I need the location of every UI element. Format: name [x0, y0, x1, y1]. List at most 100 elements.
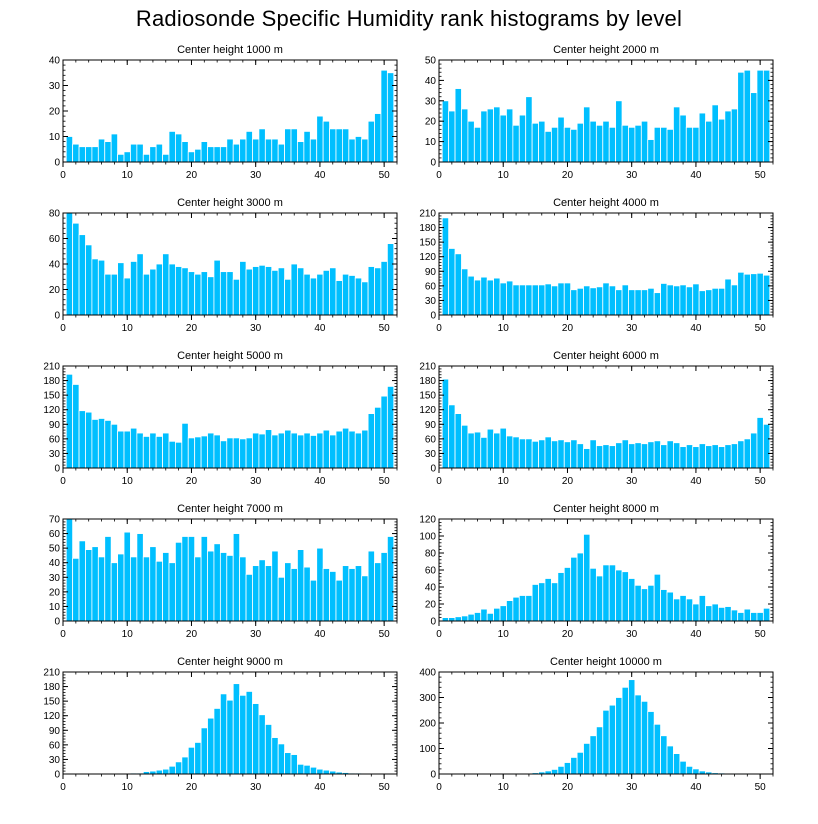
bar	[499, 282, 507, 316]
bar	[493, 607, 501, 622]
bar	[551, 285, 559, 316]
y-tick-label: 20	[49, 285, 61, 296]
bar	[467, 275, 475, 316]
bar	[750, 612, 758, 622]
bar	[647, 441, 655, 469]
bar	[737, 612, 745, 622]
y-tick-label: 60	[49, 529, 61, 540]
bar	[149, 146, 157, 163]
bar	[461, 615, 469, 622]
bar	[730, 443, 739, 469]
bar	[583, 448, 591, 469]
bar	[634, 442, 642, 469]
bar	[531, 284, 539, 316]
bar	[756, 272, 764, 316]
bar	[252, 266, 260, 316]
bar	[602, 282, 610, 316]
panel-8000m: Center height 8000 m 0 20 40 60 80 100 120 0 10 2…	[419, 503, 774, 653]
panel-3000m: Center height 3000 m 0 20 40 60 80 0 10 20 30 40 5…	[49, 197, 398, 347]
bar	[486, 428, 494, 469]
bar	[232, 278, 241, 316]
bar	[187, 437, 196, 469]
bar	[297, 141, 305, 163]
bar	[271, 550, 279, 622]
bars	[506, 679, 771, 775]
figure-title: Radiosonde Specific Humidity rank histog…	[135, 6, 683, 31]
bar	[730, 284, 739, 316]
bar	[448, 617, 456, 622]
bar	[557, 116, 565, 163]
x-tick-label: 20	[562, 170, 574, 181]
bar	[258, 128, 266, 163]
panel-title: Center height 6000 m	[553, 350, 659, 362]
bar	[557, 572, 565, 622]
bar	[117, 153, 125, 163]
bar	[168, 131, 176, 163]
x-tick-label: 0	[436, 782, 442, 793]
bar	[207, 550, 215, 622]
bar	[538, 439, 546, 469]
bar	[486, 279, 494, 316]
bar	[297, 763, 305, 775]
bar	[486, 612, 494, 622]
bar	[219, 440, 228, 469]
bar	[762, 69, 771, 163]
bar	[692, 446, 700, 469]
bar	[354, 136, 363, 163]
bar	[200, 727, 208, 775]
x-tick-label: 0	[60, 170, 66, 181]
bar	[531, 440, 539, 469]
bar	[640, 443, 649, 469]
bar	[673, 753, 681, 775]
bar	[309, 766, 318, 775]
bar	[441, 100, 450, 163]
x-tick-label: 30	[626, 476, 638, 487]
bar	[473, 279, 482, 316]
bar	[226, 555, 234, 622]
bar	[628, 578, 636, 622]
x-tick-label: 10	[498, 323, 510, 334]
x-tick-label: 0	[436, 629, 442, 640]
bar	[175, 761, 183, 775]
bar	[717, 118, 726, 163]
bar	[290, 754, 298, 775]
bar	[123, 430, 131, 469]
bar	[595, 124, 604, 163]
y-tick-label: 0	[54, 770, 60, 781]
bar	[621, 284, 629, 316]
x-tick-label: 10	[498, 782, 510, 793]
bar	[72, 143, 80, 163]
bar	[737, 440, 745, 469]
bar	[762, 607, 771, 622]
y-tick-label: 0	[430, 311, 436, 322]
bar	[117, 262, 125, 316]
bar	[181, 756, 189, 775]
bar	[130, 427, 138, 469]
bar	[615, 442, 623, 469]
y-tick-label: 90	[49, 420, 61, 431]
bar	[329, 128, 337, 163]
bar	[544, 283, 552, 316]
bar	[155, 436, 163, 469]
bar	[653, 723, 661, 775]
y-tick-label: 120	[43, 405, 60, 416]
bar	[756, 417, 764, 469]
bar	[711, 444, 719, 469]
bar	[213, 146, 221, 163]
bar	[538, 120, 546, 163]
bar	[85, 411, 93, 469]
bar	[499, 427, 507, 469]
bar	[666, 128, 674, 163]
bar	[666, 284, 674, 316]
bar	[698, 595, 706, 622]
x-tick-label: 0	[60, 782, 66, 793]
y-tick-label: 80	[49, 209, 61, 220]
bar	[743, 69, 751, 163]
bar	[506, 280, 514, 316]
bars	[65, 518, 395, 622]
bar	[168, 765, 176, 775]
bar	[290, 568, 298, 622]
bar	[200, 536, 208, 622]
bar	[380, 552, 388, 622]
bar	[647, 711, 655, 775]
